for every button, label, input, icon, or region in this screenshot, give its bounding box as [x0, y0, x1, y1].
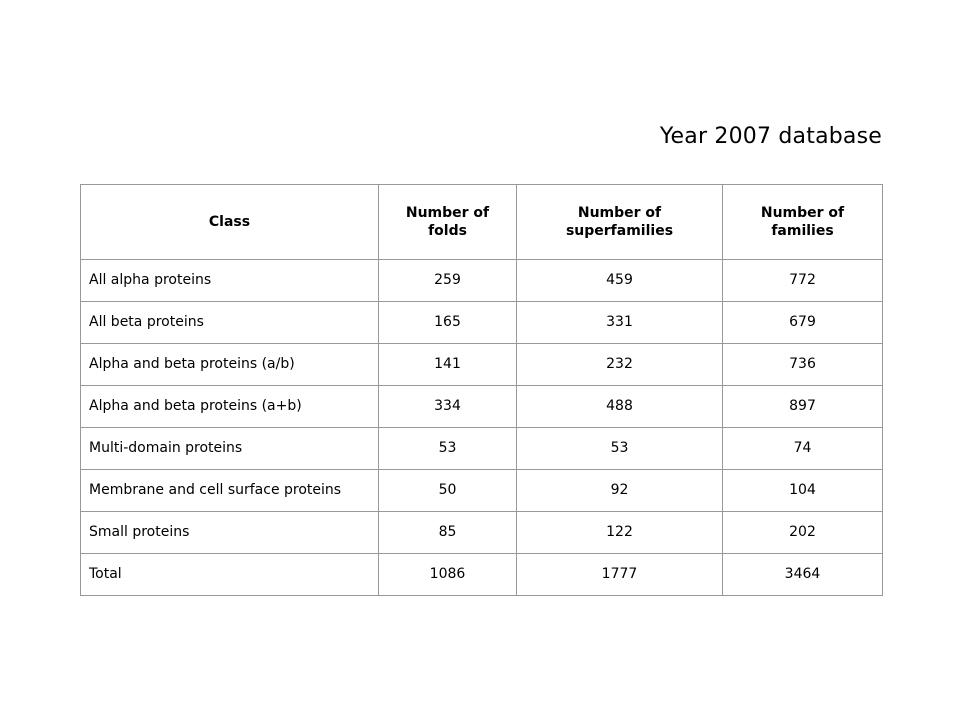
families-cell: 772	[722, 259, 883, 302]
families-cell: 679	[722, 301, 883, 344]
table-row-total: Total 1086 1777 3464	[80, 553, 883, 596]
header-families: Number of families	[722, 184, 883, 260]
data-table: Class Number of folds Number of superfam…	[80, 184, 883, 596]
table-row: Small proteins 85 122 202	[80, 511, 883, 554]
header-class: Class	[80, 184, 379, 260]
class-cell: Alpha and beta proteins (a+b)	[80, 385, 379, 428]
table-row: Membrane and cell surface proteins 50 92…	[80, 469, 883, 512]
folds-cell: 1086	[378, 553, 517, 596]
superfamilies-cell: 1777	[516, 553, 723, 596]
table-row: All beta proteins 165 331 679	[80, 301, 883, 344]
table-row: All alpha proteins 259 459 772	[80, 259, 883, 302]
class-cell: Membrane and cell surface proteins	[80, 469, 379, 512]
table-row: Multi-domain proteins 53 53 74	[80, 427, 883, 470]
folds-cell: 141	[378, 343, 517, 386]
folds-cell: 50	[378, 469, 517, 512]
families-cell: 897	[722, 385, 883, 428]
families-cell: 736	[722, 343, 883, 386]
class-cell: All beta proteins	[80, 301, 379, 344]
superfamilies-cell: 459	[516, 259, 723, 302]
superfamilies-cell: 53	[516, 427, 723, 470]
class-cell: Total	[80, 553, 379, 596]
superfamilies-cell: 122	[516, 511, 723, 554]
families-cell: 3464	[722, 553, 883, 596]
families-cell: 202	[722, 511, 883, 554]
class-cell: Alpha and beta proteins (a/b)	[80, 343, 379, 386]
slide-title: Year 2007 database	[659, 124, 882, 149]
header-folds: Number of folds	[378, 184, 517, 260]
folds-cell: 334	[378, 385, 517, 428]
superfamilies-cell: 331	[516, 301, 723, 344]
header-superfamilies: Number of superfamilies	[516, 184, 723, 260]
folds-cell: 53	[378, 427, 517, 470]
class-cell: Small proteins	[80, 511, 379, 554]
superfamilies-cell: 232	[516, 343, 723, 386]
superfamilies-cell: 92	[516, 469, 723, 512]
table-row: Alpha and beta proteins (a/b) 141 232 73…	[80, 343, 883, 386]
superfamilies-cell: 488	[516, 385, 723, 428]
folds-cell: 165	[378, 301, 517, 344]
folds-cell: 259	[378, 259, 517, 302]
families-cell: 104	[722, 469, 883, 512]
families-cell: 74	[722, 427, 883, 470]
class-cell: Multi-domain proteins	[80, 427, 379, 470]
header-row: Class Number of folds Number of superfam…	[80, 184, 883, 260]
class-cell: All alpha proteins	[80, 259, 379, 302]
table-row: Alpha and beta proteins (a+b) 334 488 89…	[80, 385, 883, 428]
folds-cell: 85	[378, 511, 517, 554]
